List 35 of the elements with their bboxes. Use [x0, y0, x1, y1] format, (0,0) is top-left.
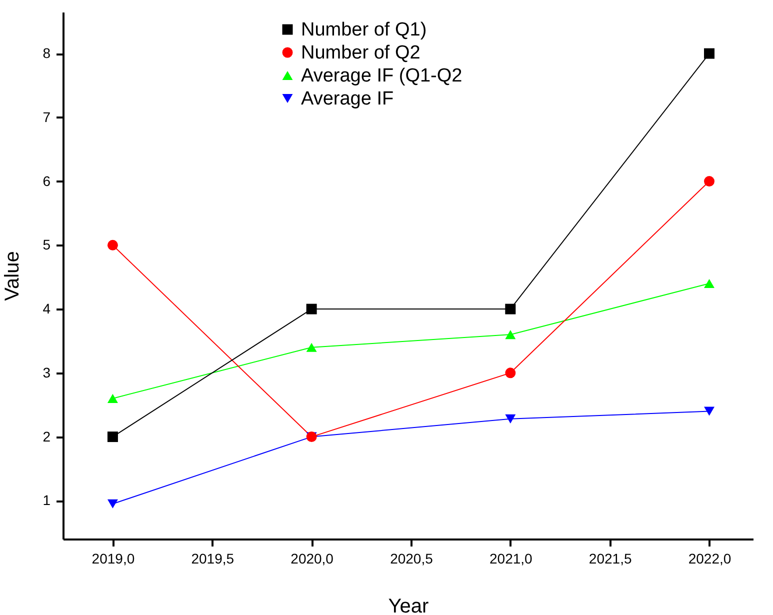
x-tick-label: 2019,5: [191, 550, 234, 566]
point: [107, 394, 118, 404]
y-tick-label: 7: [42, 108, 51, 125]
legend-label: Number of Q1): [301, 20, 427, 40]
y-tick-label: 8: [42, 45, 51, 62]
point: [306, 304, 317, 314]
point: [505, 368, 516, 378]
point: [107, 432, 118, 442]
y-tick-label: 4: [42, 300, 51, 317]
point: [505, 304, 516, 314]
y-tick-label: 6: [42, 172, 51, 189]
x-tick-label: 2020,5: [390, 550, 434, 566]
point: [704, 406, 714, 416]
point: [704, 278, 714, 288]
y-axis-title: Value: [2, 251, 24, 301]
point: [107, 499, 118, 508]
point: [704, 48, 714, 59]
point: [505, 414, 516, 424]
legend-label: Number of Q2: [301, 42, 420, 64]
x-axis-title: Year: [388, 596, 430, 615]
y-tick-label: 5: [42, 236, 51, 253]
x-tick-label: 2021,0: [489, 550, 533, 566]
legend-label: Average IF (Q1-Q2: [301, 66, 462, 86]
point: [107, 240, 118, 250]
y-tick-label: 2: [42, 428, 51, 444]
x-tick-label: 2021,5: [588, 550, 632, 566]
point: [505, 330, 516, 340]
point: [704, 176, 714, 187]
x-tick-label: 2019,0: [92, 550, 135, 566]
x-tick-label: 2022,0: [688, 550, 732, 566]
point: [306, 342, 317, 352]
legend-label: Average IF: [301, 88, 394, 110]
y-tick-label: 1: [42, 492, 51, 508]
x-tick-label: 2020,0: [290, 550, 334, 566]
y-tick-label: 3: [42, 364, 51, 380]
